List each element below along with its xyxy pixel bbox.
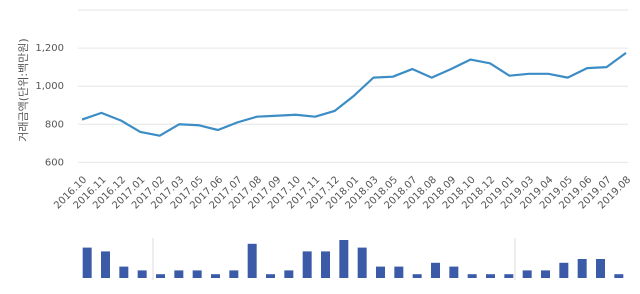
bar — [541, 270, 550, 278]
bar — [192, 270, 202, 278]
bar — [412, 274, 422, 278]
bar — [394, 266, 404, 278]
y-tick-label: 600 — [45, 157, 64, 168]
bar — [229, 270, 239, 278]
bar — [449, 266, 459, 278]
bar — [119, 266, 129, 278]
bar — [431, 262, 440, 278]
bar — [174, 270, 184, 278]
bar — [504, 274, 514, 278]
bar — [339, 240, 349, 278]
y-tick-label: 1,200 — [35, 43, 64, 54]
line — [81, 51, 627, 137]
bar — [522, 270, 532, 278]
bar — [284, 270, 294, 278]
bar — [211, 274, 220, 278]
bar — [376, 266, 385, 278]
bar — [82, 247, 92, 278]
y-tick-label: 1,000 — [35, 81, 64, 92]
y-axis-title: 거래금액(단위:백만원) — [17, 38, 30, 141]
bar — [321, 251, 330, 278]
y-tick-label: 800 — [45, 119, 64, 130]
bar — [577, 259, 587, 278]
bar — [357, 247, 367, 278]
bar — [467, 274, 477, 278]
bar — [156, 274, 165, 278]
bar — [101, 251, 110, 278]
bar — [559, 262, 569, 278]
bar — [596, 259, 605, 278]
bar — [247, 243, 257, 278]
bar — [266, 274, 275, 278]
bar — [614, 274, 624, 278]
bar — [302, 251, 312, 278]
bar — [137, 270, 147, 278]
bar — [486, 274, 495, 278]
